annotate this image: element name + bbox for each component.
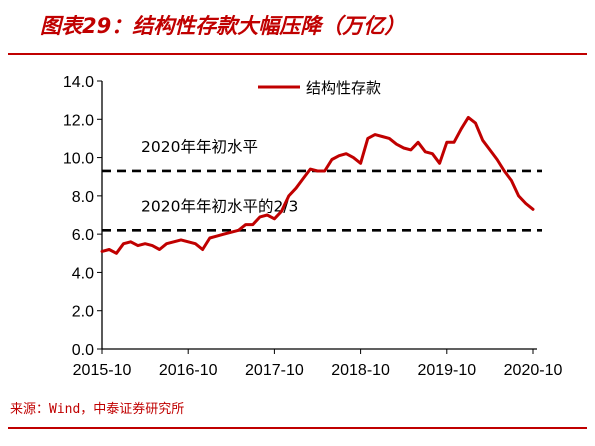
reference-line-label: 2020年年初水平 xyxy=(141,138,258,156)
title-divider xyxy=(8,53,587,55)
y-tick-label: 6.0 xyxy=(72,227,94,244)
y-tick-label: 14.0 xyxy=(63,74,94,91)
legend-label: 结构性存款 xyxy=(306,79,381,97)
reference-lines: 2020年年初水平 2020年年初水平的2/3 xyxy=(102,138,542,232)
source-note: 来源：Wind，中泰证券研究所 xyxy=(10,402,185,417)
x-axis: 2015-10 2016-10 2017-10 2018-10 2019-10 2020-… xyxy=(73,348,563,379)
series-line xyxy=(100,115,535,255)
y-tick-label: 2.0 xyxy=(72,304,94,321)
bottom-divider xyxy=(8,427,587,429)
x-tick-label: 2020-10 xyxy=(504,362,563,379)
y-tick-label: 0.0 xyxy=(72,342,94,359)
x-tick-label: 2019-10 xyxy=(417,362,476,379)
x-tick-label: 2018-10 xyxy=(331,362,390,379)
y-axis: 0.0 2.0 4.0 6.0 8.0 10.0 12.0 14.0 xyxy=(63,74,103,359)
y-tick-label: 8.0 xyxy=(72,189,94,206)
y-tick-label: 12.0 xyxy=(63,112,94,129)
y-tick-label: 4.0 xyxy=(72,265,94,282)
x-tick-label: 2017-10 xyxy=(245,362,304,379)
series-lines xyxy=(100,115,535,255)
reference-line-label: 2020年年初水平的2/3 xyxy=(141,197,298,215)
y-tick-label: 10.0 xyxy=(63,151,94,168)
x-tick-label: 2016-10 xyxy=(159,362,218,379)
chart-title: 图表29：结构性存款大幅压降（万亿） xyxy=(40,14,406,38)
title-bar: 图表29：结构性存款大幅压降（万亿） xyxy=(8,4,587,55)
x-tick-label: 2015-10 xyxy=(73,362,132,379)
legend: 结构性存款 xyxy=(258,79,381,97)
